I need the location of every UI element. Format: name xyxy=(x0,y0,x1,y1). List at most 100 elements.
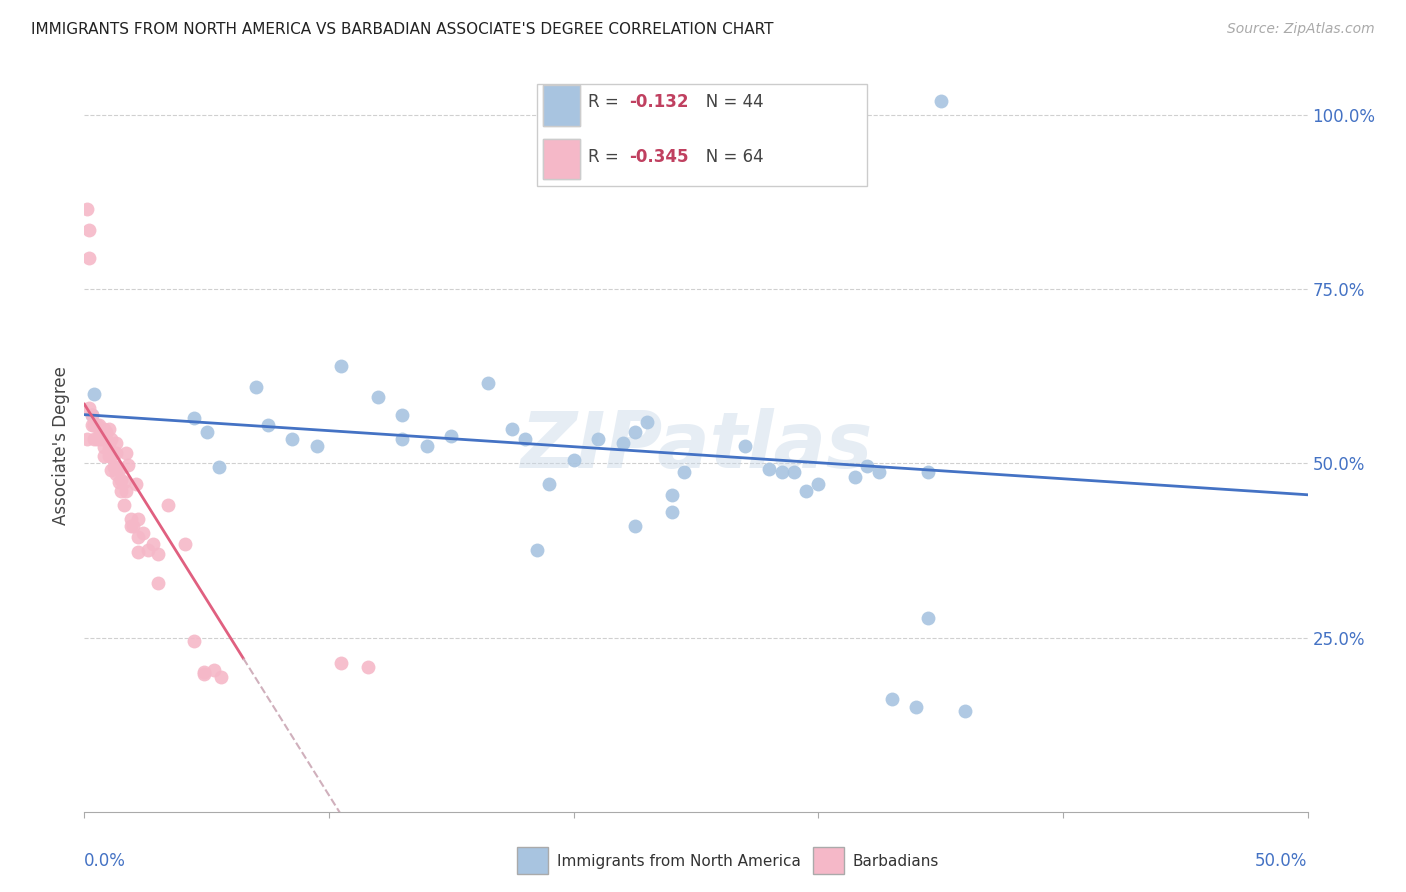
Point xyxy=(734,439,756,453)
Text: N = 44: N = 44 xyxy=(690,94,763,112)
Point xyxy=(513,432,536,446)
Point xyxy=(357,660,380,674)
FancyBboxPatch shape xyxy=(543,139,579,179)
Point xyxy=(93,441,115,455)
Point xyxy=(183,634,205,648)
Point xyxy=(245,380,267,394)
Point xyxy=(120,512,142,526)
Point xyxy=(112,498,135,512)
Point xyxy=(110,484,132,499)
Point xyxy=(929,94,952,108)
Point xyxy=(586,432,609,446)
Point xyxy=(132,526,155,541)
Point xyxy=(661,488,683,502)
FancyBboxPatch shape xyxy=(543,86,579,126)
Point xyxy=(416,439,439,453)
Point xyxy=(624,425,647,439)
Point xyxy=(83,386,105,401)
Point xyxy=(76,432,98,446)
Point xyxy=(844,470,866,484)
Point xyxy=(112,475,135,490)
Point xyxy=(96,432,118,446)
Point xyxy=(202,663,225,677)
Point xyxy=(880,691,903,706)
Point xyxy=(93,450,115,464)
Point xyxy=(905,700,928,714)
Point xyxy=(83,418,105,433)
Point xyxy=(80,408,103,422)
Point xyxy=(100,446,122,460)
Point xyxy=(97,421,120,435)
Point xyxy=(367,390,389,404)
Point xyxy=(440,428,463,442)
Text: Barbadians: Barbadians xyxy=(852,855,938,869)
Point xyxy=(624,519,647,533)
Point xyxy=(125,477,148,491)
Text: 50.0%: 50.0% xyxy=(1256,852,1308,870)
Point xyxy=(110,473,132,487)
FancyBboxPatch shape xyxy=(543,139,579,179)
Text: -0.132: -0.132 xyxy=(628,94,688,112)
Point xyxy=(391,432,413,446)
FancyBboxPatch shape xyxy=(543,86,579,126)
FancyBboxPatch shape xyxy=(517,847,548,874)
Point xyxy=(77,401,100,415)
Point xyxy=(758,462,780,476)
Point xyxy=(105,467,128,481)
Point xyxy=(142,536,165,550)
Point xyxy=(146,576,169,591)
Text: ZIPatlas: ZIPatlas xyxy=(520,408,872,484)
Point xyxy=(105,435,128,450)
Point xyxy=(783,466,806,480)
Point xyxy=(105,446,128,460)
Point xyxy=(156,498,179,512)
Point xyxy=(90,425,112,439)
Y-axis label: Associate's Degree: Associate's Degree xyxy=(52,367,70,525)
Point xyxy=(90,432,112,446)
Point xyxy=(807,477,830,491)
Point xyxy=(96,425,118,439)
Point xyxy=(122,519,145,533)
Point xyxy=(330,657,353,671)
Text: Source: ZipAtlas.com: Source: ZipAtlas.com xyxy=(1227,22,1375,37)
Point xyxy=(305,439,328,453)
Point xyxy=(183,411,205,425)
Point xyxy=(281,432,304,446)
Point xyxy=(195,425,218,439)
Point xyxy=(77,223,100,237)
Point xyxy=(538,477,561,491)
Point xyxy=(97,450,120,464)
Point xyxy=(917,466,939,480)
FancyBboxPatch shape xyxy=(813,847,844,874)
Point xyxy=(83,432,105,446)
Point xyxy=(869,466,891,480)
Point xyxy=(146,547,169,561)
Text: R =: R = xyxy=(588,94,624,112)
Point xyxy=(208,459,231,474)
Point xyxy=(193,665,215,680)
Point xyxy=(209,670,232,684)
Point xyxy=(107,475,129,490)
Point xyxy=(115,446,138,460)
Text: 0.0%: 0.0% xyxy=(84,852,127,870)
Point xyxy=(100,463,122,477)
FancyBboxPatch shape xyxy=(537,84,868,186)
Point xyxy=(770,466,793,480)
Point xyxy=(477,376,499,391)
Point xyxy=(917,611,939,625)
Point xyxy=(100,432,122,446)
Point xyxy=(80,418,103,433)
Point xyxy=(136,543,159,558)
Point xyxy=(636,415,658,429)
Point xyxy=(856,458,879,473)
Point xyxy=(103,459,125,474)
Point xyxy=(103,446,125,460)
Point xyxy=(86,432,108,446)
Point xyxy=(612,435,634,450)
Point xyxy=(127,545,149,559)
Point xyxy=(391,408,413,422)
Point xyxy=(117,458,139,472)
Point xyxy=(257,418,280,433)
Point xyxy=(502,421,524,435)
Point xyxy=(77,251,100,265)
